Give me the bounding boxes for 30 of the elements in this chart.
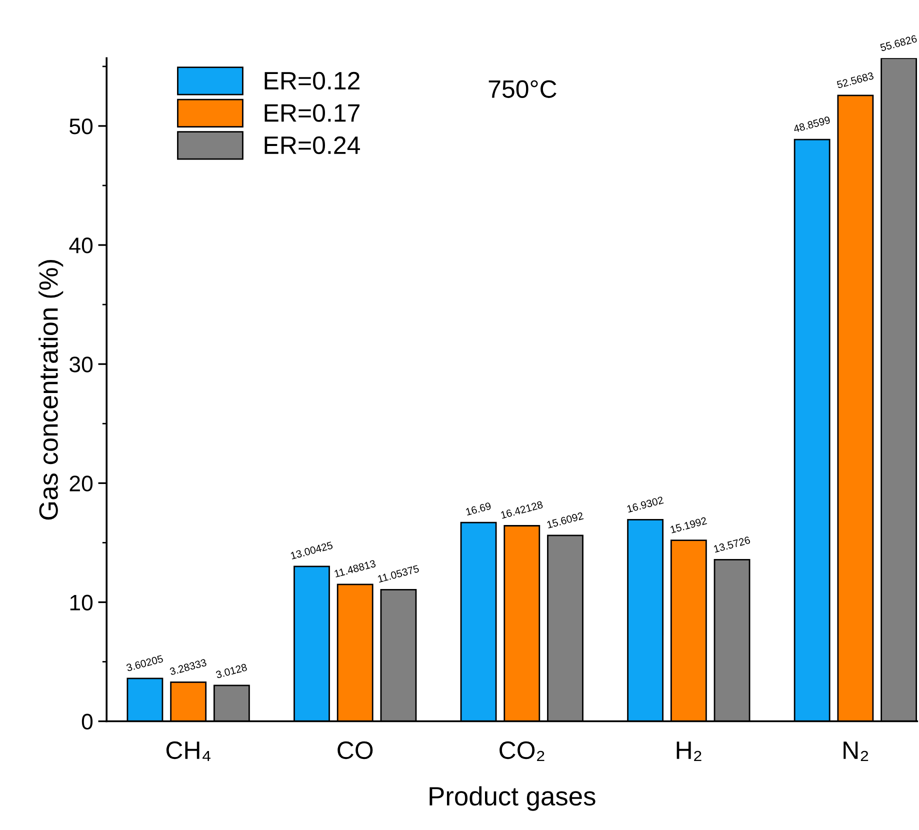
y-tick-label: 30 <box>70 356 93 372</box>
x-tick-label: N₂ <box>844 742 868 761</box>
annotation: 750°C <box>488 80 556 98</box>
x-tick-label: CH₄ <box>166 741 211 761</box>
data-label: 52.5683 <box>836 72 874 89</box>
data-label: 3.60205 <box>126 654 164 672</box>
y-tick-label: 40 <box>69 238 93 254</box>
y-tick-label: 0 <box>82 714 93 730</box>
data-label: 11.48813 <box>334 560 376 578</box>
data-label: 3.28333 <box>169 658 207 676</box>
data-label: 3.0128 <box>216 663 248 679</box>
data-label: 15.1992 <box>670 516 708 534</box>
data-label: 16.9302 <box>626 496 664 513</box>
x-tick-label: CO₂ <box>500 741 544 761</box>
data-label: 13.5726 <box>713 536 751 553</box>
legend-label: ER=0.17 <box>264 104 360 122</box>
x-tick-label: H₂ <box>676 742 702 761</box>
legend-label: ER=0.24 <box>264 136 360 154</box>
y-tick-label: 20 <box>70 476 93 492</box>
data-label: 11.05375 <box>377 564 420 583</box>
data-label: 16.69 <box>466 502 492 516</box>
x-tick-label: CO <box>338 741 373 760</box>
data-label: 55.6826 <box>880 34 918 52</box>
x-axis-title: Product gases <box>430 786 596 811</box>
data-label: 48.8599 <box>792 116 831 133</box>
y-tick-label: 50 <box>70 118 93 134</box>
legend-label: ER=0.12 <box>264 72 360 90</box>
y-axis-title: Gas concentration (%) <box>38 260 64 520</box>
data-label: 15.6092 <box>546 512 584 528</box>
y-tick-label: 10 <box>70 594 93 610</box>
